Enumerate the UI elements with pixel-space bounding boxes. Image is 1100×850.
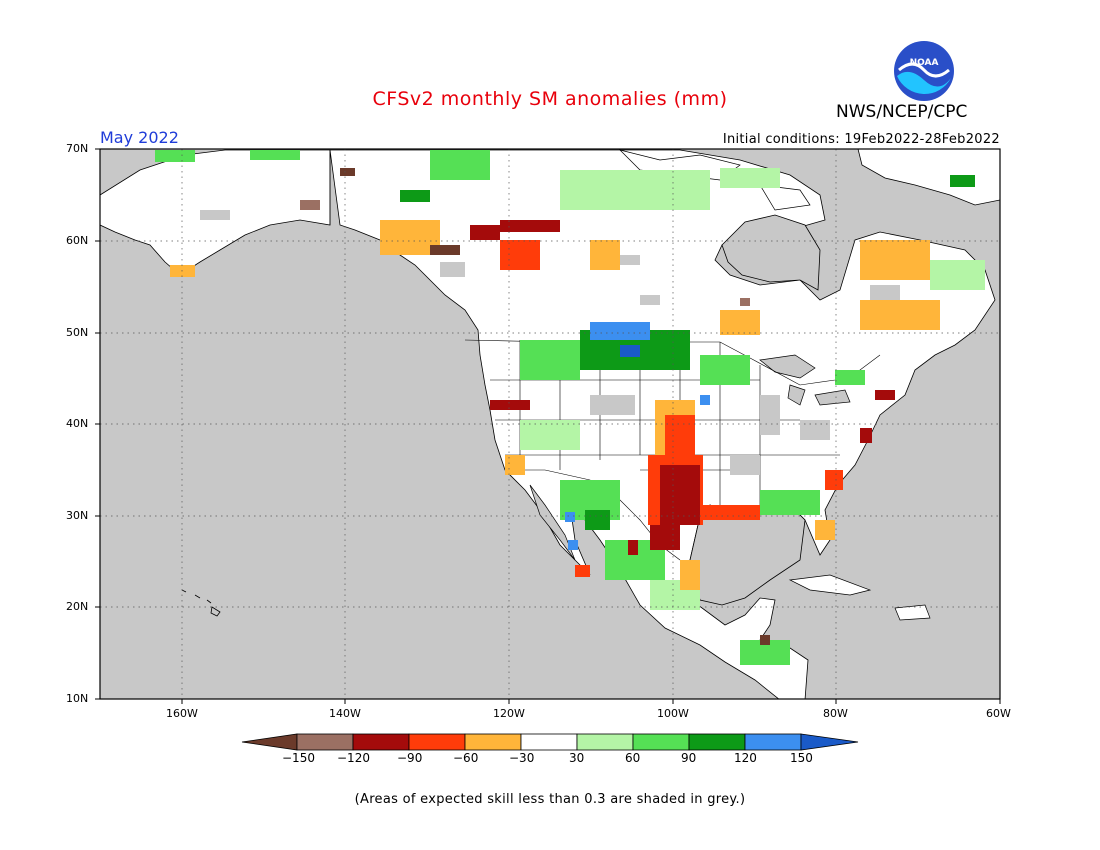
graticule (100, 149, 1000, 699)
lon-label: 100W (657, 707, 689, 720)
lat-label: 40N (66, 417, 89, 430)
lat-label: 20N (66, 600, 89, 613)
colorbar-swatch (352, 733, 410, 751)
logo-text: NOAA (910, 58, 939, 68)
colorbar-label: 90 (681, 751, 697, 765)
colorbar-swatch (408, 733, 466, 751)
lon-label: 140W (329, 707, 361, 720)
colorbar-label: 30 (569, 751, 585, 765)
lat-label: 30N (66, 509, 89, 522)
colorbar-low-arrow (241, 733, 298, 751)
colorbar-swatch (576, 733, 634, 751)
lat-label: 60N (66, 234, 89, 247)
colorbar-swatch (296, 733, 354, 751)
greenland-land (857, 149, 1000, 206)
colorbar-swatch (688, 733, 746, 751)
hawaii-islands (181, 589, 221, 617)
lon-label: 160W (166, 707, 198, 720)
skill-footnote: (Areas of expected skill less than 0.3 a… (354, 792, 746, 807)
hispaniola-island (894, 604, 931, 621)
lon-label: 120W (493, 707, 525, 720)
colorbar-label: −150 (282, 751, 315, 765)
forecast-month: May 2022 (100, 128, 179, 147)
colorbar-swatch (744, 733, 802, 751)
initial-conditions: Initial conditions: 19Feb2022-28Feb2022 (722, 132, 1000, 147)
colorbar-label: −120 (337, 751, 370, 765)
lat-label: 50N (66, 326, 89, 339)
lat-label: 10N (66, 692, 89, 705)
colorbar-swatch (520, 733, 578, 751)
colorbar-label: −90 (397, 751, 423, 765)
colorbar-label: 120 (734, 751, 757, 765)
lon-label: 80W (823, 707, 848, 720)
cuba-island (788, 574, 872, 596)
colorbar-label: −60 (453, 751, 479, 765)
colorbar-swatch (632, 733, 690, 751)
colorbar-swatch (464, 733, 522, 751)
soil-moisture-map (95, 148, 1001, 704)
hudson-bay (721, 214, 821, 291)
agency-label: NWS/NCEP/CPC (836, 102, 968, 122)
lon-label: 60W (986, 707, 1011, 720)
colorbar-label: 150 (790, 751, 813, 765)
colorbar-high-arrow (800, 733, 859, 751)
gulf-of-california (529, 484, 576, 561)
lat-label: 70N (66, 142, 89, 155)
anomaly-cells (155, 150, 985, 665)
colorbar-label: −30 (509, 751, 535, 765)
noaa-logo: NOAA (894, 41, 954, 101)
colorbar-label: 60 (625, 751, 641, 765)
chart-title: CFSv2 monthly SM anomalies (mm) (372, 88, 728, 110)
